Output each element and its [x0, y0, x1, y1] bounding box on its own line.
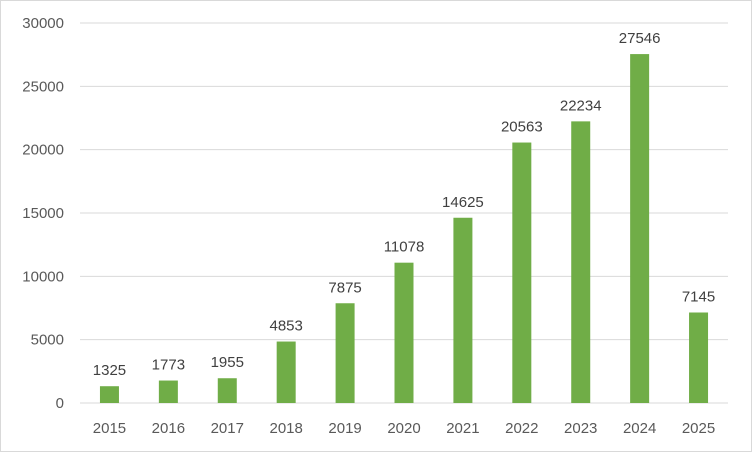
x-tick-label-2015: 2015 [93, 420, 126, 437]
bar-2020 [394, 262, 414, 403]
data-label-2017: 1955 [211, 354, 244, 371]
bar-2025 [689, 312, 709, 403]
data-label-2021: 14625 [442, 194, 484, 211]
data-label-2025: 7145 [682, 288, 715, 305]
x-tick-label-2023: 2023 [564, 420, 597, 437]
x-tick-label-2025: 2025 [682, 420, 715, 437]
x-tick-label-2018: 2018 [269, 420, 302, 437]
y-tick-label: 30000 [22, 15, 64, 32]
y-tick-label: 15000 [22, 205, 64, 222]
data-label-2022: 20563 [501, 119, 543, 136]
y-tick-label: 10000 [22, 268, 64, 285]
x-tick-label-2024: 2024 [623, 420, 656, 437]
data-label-2019: 7875 [328, 279, 361, 296]
x-tick-label-2020: 2020 [387, 420, 420, 437]
bar-2017 [217, 378, 237, 403]
x-tick-label-2022: 2022 [505, 420, 538, 437]
bar-2015 [99, 386, 119, 403]
data-label-2015: 1325 [93, 362, 126, 379]
x-tick-label-2017: 2017 [211, 420, 244, 437]
data-label-2018: 4853 [269, 318, 302, 335]
y-tick-label: 0 [56, 395, 64, 412]
data-label-2020: 11078 [384, 239, 425, 256]
x-tick-label-2019: 2019 [328, 420, 361, 437]
data-label-2024: 27546 [619, 30, 661, 47]
bar-2019 [335, 303, 355, 403]
bar-2023 [571, 121, 591, 404]
bar-2016 [158, 380, 178, 403]
y-tick-label: 25000 [22, 78, 64, 95]
data-label-2016: 1773 [152, 357, 185, 374]
data-label-2023: 22234 [560, 97, 602, 114]
x-tick-label-2021: 2021 [446, 420, 479, 437]
bar-2024 [630, 54, 650, 404]
y-tick-label: 20000 [22, 142, 64, 159]
y-tick-label: 5000 [31, 332, 64, 349]
bar-2021 [453, 217, 473, 403]
x-tick-label-2016: 2016 [152, 420, 185, 437]
bar-2018 [276, 341, 296, 403]
bar-2022 [512, 142, 532, 403]
